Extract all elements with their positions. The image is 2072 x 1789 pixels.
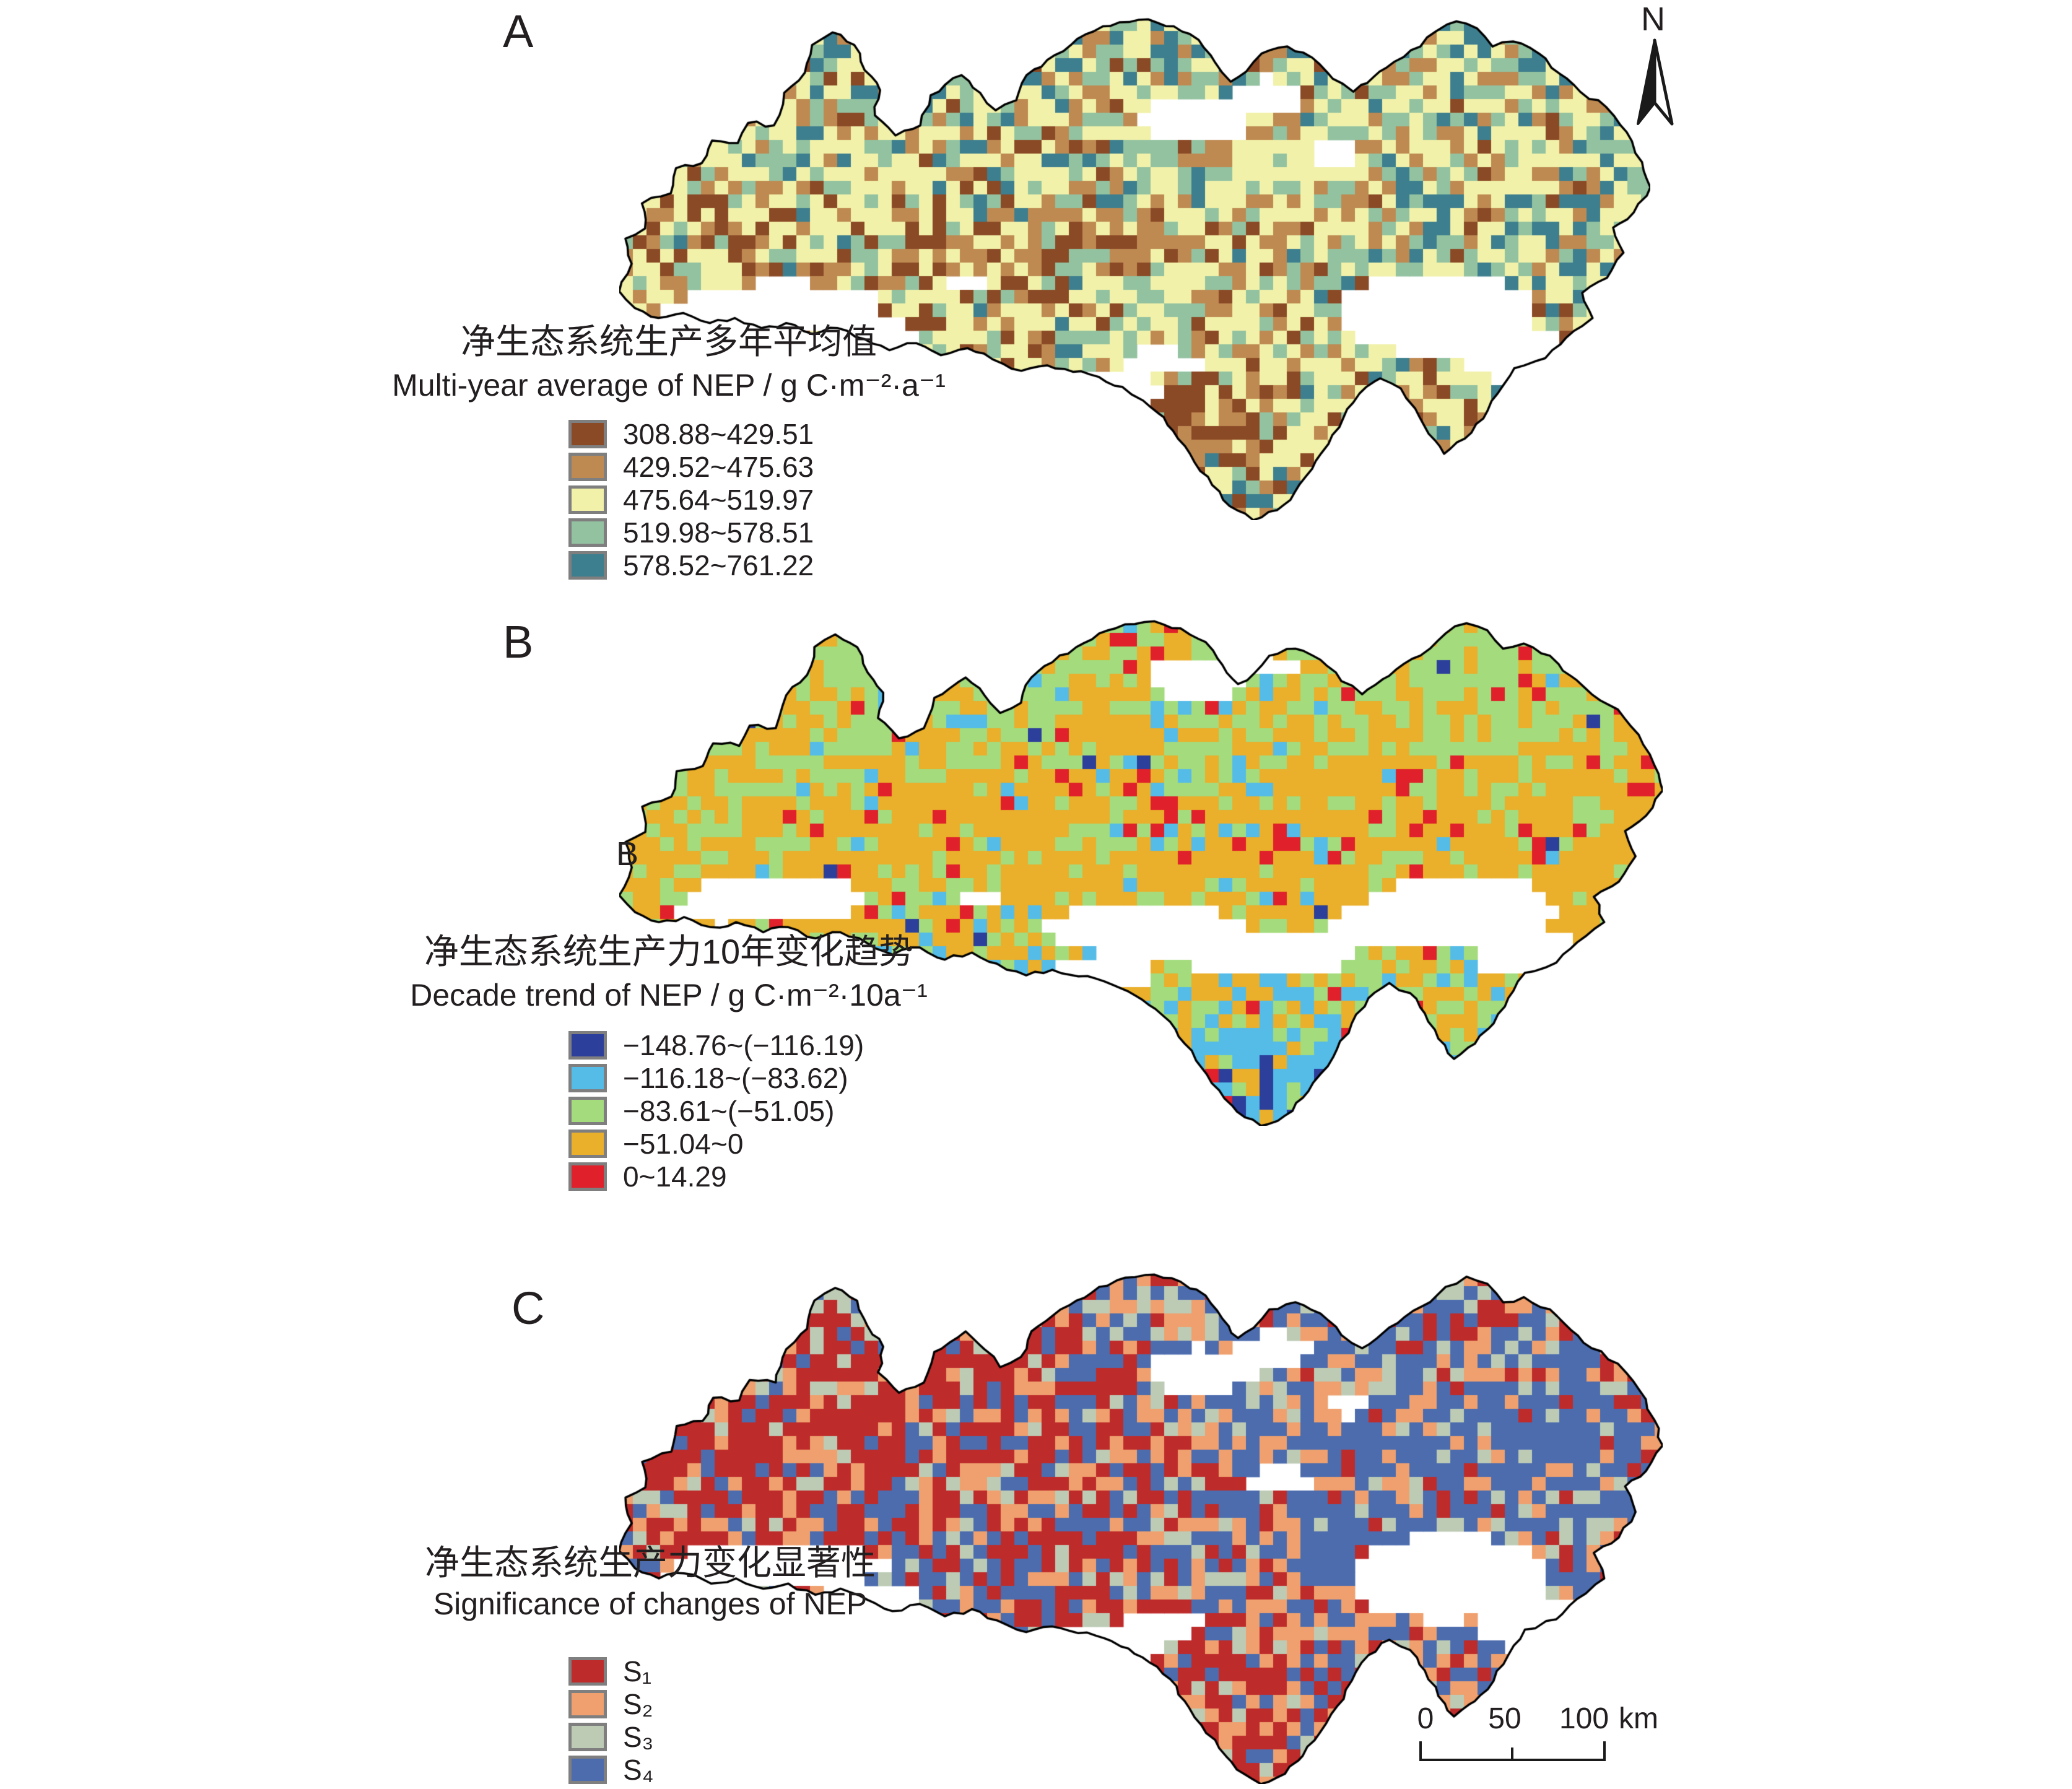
legend-swatch <box>568 1723 607 1751</box>
legend-b-title-en: Decade trend of NEP / g C·m⁻²·10a⁻¹ <box>410 978 928 1012</box>
legend-item: −148.76~(−116.19) <box>568 1031 864 1060</box>
legend-a-items: 308.88~429.51 429.52~475.63 475.64~519.97 5… <box>568 420 814 584</box>
legend-item: −83.61~(−51.05) <box>568 1097 864 1125</box>
legend-item-label: 429.52~475.63 <box>623 451 814 483</box>
legend-item: S₁ <box>568 1657 653 1686</box>
legend-item-label: −116.18~(−83.62) <box>623 1062 848 1094</box>
legend-a-title-en: Multi-year average of NEP / g C·m⁻²·a⁻¹ <box>392 368 946 403</box>
legend-item-label: −51.04~0 <box>623 1128 744 1160</box>
legend-swatch <box>568 1031 607 1060</box>
scalebar-tick-0: 0 <box>1417 1702 1434 1735</box>
legend-item-label: 578.52~761.22 <box>623 549 814 581</box>
north-arrow-label: N <box>1641 1 1665 38</box>
map-c-raster <box>619 1273 1663 1784</box>
legend-item-label: S₃ <box>623 1721 654 1753</box>
scalebar-unit: km <box>1619 1702 1658 1735</box>
map-b-raster <box>619 619 1663 1126</box>
legend-item-label: 475.64~519.97 <box>623 484 814 516</box>
legend-swatch <box>568 551 607 580</box>
panel-a-label: A <box>503 6 534 57</box>
legend-swatch <box>568 518 607 547</box>
legend-item-label: −83.61~(−51.05) <box>623 1095 835 1127</box>
legend-item: S₄ <box>568 1756 653 1784</box>
legend-item: −116.18~(−83.62) <box>568 1064 864 1092</box>
legend-c-title-en: Significance of changes of NEP <box>433 1587 868 1621</box>
legend-item: −51.04~0 <box>568 1130 864 1158</box>
legend-c-items: S₁ S₂ S₃ S₄ <box>568 1657 653 1788</box>
north-arrow-icon <box>1637 38 1674 126</box>
legend-item: 308.88~429.51 <box>568 420 814 448</box>
legend-item-label: −148.76~(−116.19) <box>623 1029 864 1061</box>
legend-swatch <box>568 1657 607 1686</box>
legend-item: 0~14.29 <box>568 1162 864 1191</box>
legend-item: S₂ <box>568 1690 653 1718</box>
legend-item: 475.64~519.97 <box>568 485 814 514</box>
legend-swatch <box>568 485 607 514</box>
legend-a-title-zh: 净生态系统生产多年平均值 <box>461 322 877 361</box>
legend-b-items: −148.76~(−116.19) −116.18~(−83.62) −83.61~… <box>568 1031 864 1195</box>
legend-item-label: 308.88~429.51 <box>623 418 814 450</box>
scalebar-tick-100: 100 <box>1559 1702 1609 1735</box>
legend-item-label: S₂ <box>623 1688 653 1720</box>
legend-swatch <box>568 1097 607 1125</box>
legend-item-label: 519.98~578.51 <box>623 516 814 549</box>
panel-b-stray-label: B <box>616 835 639 873</box>
legend-swatch <box>568 1690 607 1718</box>
legend-swatch <box>568 1064 607 1092</box>
legend-item-label: S₁ <box>623 1655 652 1687</box>
legend-item: S₃ <box>568 1723 653 1751</box>
legend-item: 429.52~475.63 <box>568 453 814 481</box>
legend-swatch <box>568 453 607 481</box>
panel-c-label: C <box>511 1282 545 1334</box>
legend-b-title-zh: 净生态系统生产力10年变化趋势 <box>424 932 914 971</box>
legend-item-label: S₄ <box>623 1754 654 1786</box>
legend-swatch <box>568 1756 607 1784</box>
legend-item: 578.52~761.22 <box>568 551 814 580</box>
legend-item-label: 0~14.29 <box>623 1160 727 1193</box>
legend-swatch <box>568 1162 607 1191</box>
legend-swatch <box>568 1130 607 1158</box>
legend-item: 519.98~578.51 <box>568 518 814 547</box>
legend-c-title-zh: 净生态系统生产力变化显著性 <box>425 1543 876 1582</box>
legend-swatch <box>568 420 607 448</box>
panel-b-label: B <box>503 616 534 668</box>
map-a-raster <box>619 17 1650 520</box>
scalebar-tick-50: 50 <box>1488 1702 1521 1735</box>
scalebar-icon <box>1419 1741 1606 1761</box>
